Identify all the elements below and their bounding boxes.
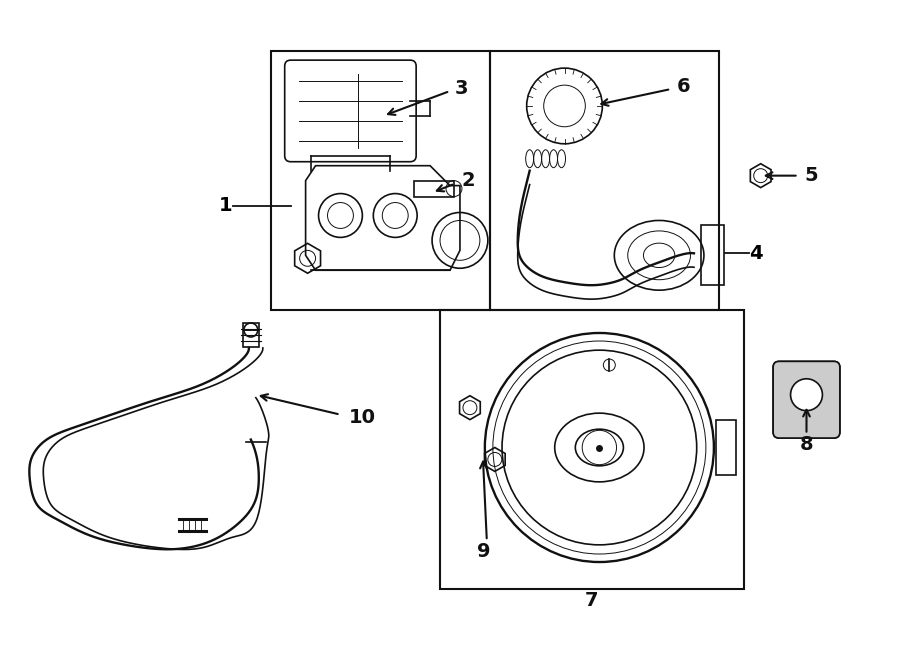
Bar <box>271 51 490 310</box>
Text: 9: 9 <box>477 541 490 561</box>
Text: 10: 10 <box>348 408 375 427</box>
Text: 7: 7 <box>585 592 598 610</box>
Text: 5: 5 <box>805 166 818 185</box>
Text: 2: 2 <box>462 171 475 190</box>
Text: 8: 8 <box>800 435 814 454</box>
FancyBboxPatch shape <box>773 362 840 438</box>
Circle shape <box>790 379 823 410</box>
Bar <box>490 51 719 310</box>
Text: 1: 1 <box>220 196 233 215</box>
Bar <box>440 310 743 589</box>
Text: 4: 4 <box>749 244 762 263</box>
Text: 6: 6 <box>677 77 690 96</box>
Text: 3: 3 <box>455 79 469 98</box>
